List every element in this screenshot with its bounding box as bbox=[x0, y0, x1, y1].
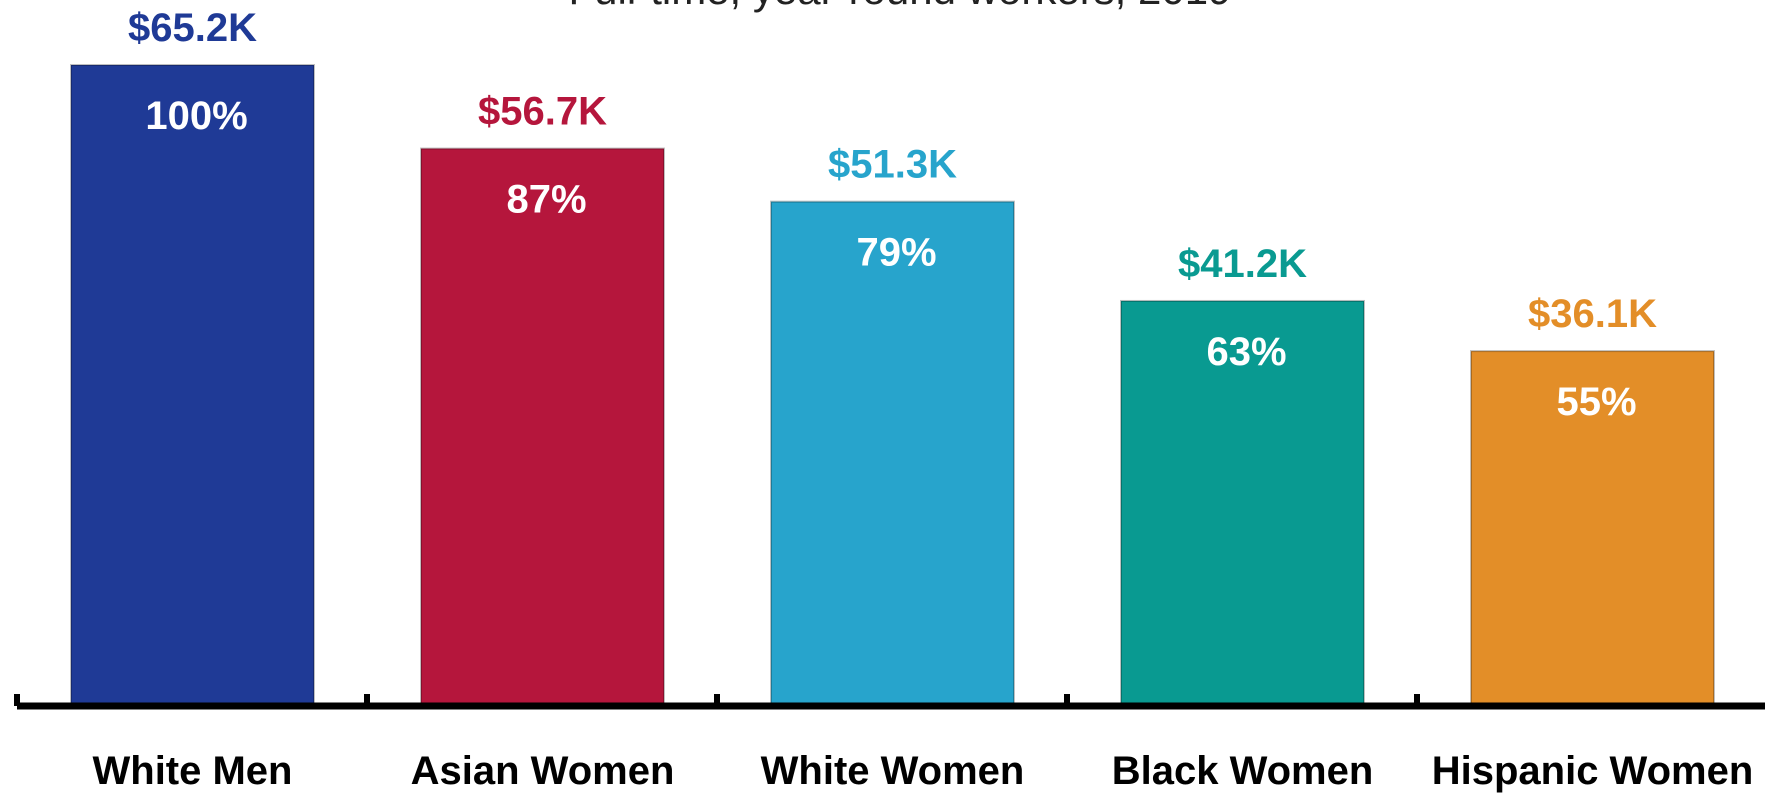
value-label: $51.3K bbox=[828, 143, 957, 187]
share-label: 79% bbox=[856, 231, 936, 275]
bar bbox=[420, 147, 665, 707]
x-tick-label: Asian Women bbox=[411, 749, 675, 793]
share-label: 100% bbox=[145, 94, 247, 138]
chart-subtitle: Full-time, year-round workers, 2019 bbox=[569, 0, 1232, 13]
bar bbox=[70, 64, 315, 707]
x-tick-label: Black Women bbox=[1112, 749, 1374, 793]
share-label: 63% bbox=[1206, 330, 1286, 374]
share-label: 87% bbox=[506, 178, 586, 222]
bar bbox=[770, 200, 1015, 707]
bar bbox=[1120, 299, 1365, 707]
x-tick-label: White Men bbox=[93, 749, 293, 793]
share-label: 55% bbox=[1556, 380, 1636, 424]
x-tick-label: White Women bbox=[761, 749, 1025, 793]
x-tick-label: Hispanic Women bbox=[1432, 749, 1754, 793]
value-label: $41.2K bbox=[1178, 242, 1307, 286]
value-label: $36.1K bbox=[1528, 292, 1657, 336]
bar bbox=[1470, 350, 1715, 707]
value-label: $65.2K bbox=[128, 6, 257, 50]
value-label: $56.7K bbox=[478, 90, 607, 134]
